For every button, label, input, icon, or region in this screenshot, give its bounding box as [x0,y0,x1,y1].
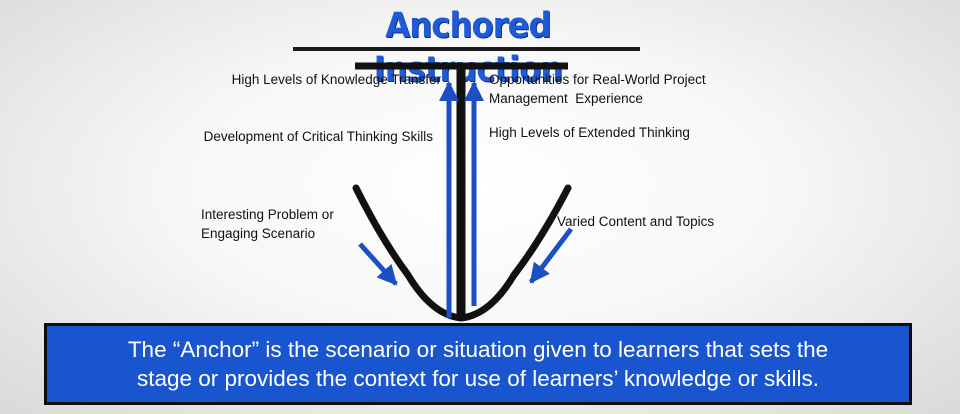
right-diagonal-arrow [529,227,573,284]
title-underline [293,47,640,51]
label-real-world-line1: Opportunities for Real-World Project [489,72,706,87]
left-diagonal-arrow [358,242,398,286]
label-interesting-problem-line2: Engaging Scenario [201,226,316,241]
anchor-curve [352,184,572,322]
caption-line-1: The “Anchor” is the scenario or situatio… [127,337,829,362]
label-extended-thinking: High Levels of Extended Thinking [489,125,690,140]
diagram-title: Anchored Instruction [373,6,564,90]
label-critical-thinking: Development of Critical Thinking Skills [203,129,433,144]
label-interesting-problem-line1: Interesting Problem or [201,207,334,222]
anchor-definition-caption: The “Anchor” is the scenario or situatio… [44,323,912,405]
label-real-world-line2: Management Experience [489,91,643,106]
label-real-world-opportunities: Opportunities for Real-World Project Man… [489,70,706,108]
caption-line-2: stage or provides the context for use of… [136,366,819,391]
label-varied-content: Varied Content and Topics [557,214,715,229]
label-knowledge-transfer: High Levels of Knowledge Transfer [231,72,441,87]
label-interesting-problem: Interesting Problem or Engaging Scenario [201,205,334,243]
